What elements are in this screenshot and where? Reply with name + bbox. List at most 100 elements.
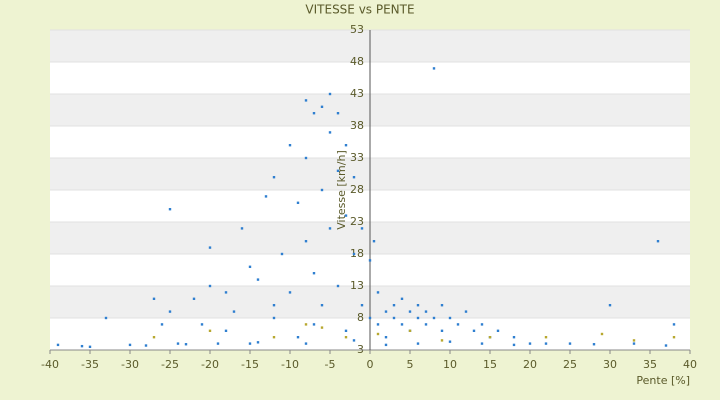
x-tick-label: 0 (367, 358, 374, 371)
point (512, 336, 516, 339)
point (200, 323, 204, 326)
point (336, 284, 340, 288)
point (632, 342, 636, 345)
point (344, 214, 348, 217)
point (304, 323, 308, 326)
point (472, 329, 476, 332)
point (272, 316, 276, 320)
point (344, 144, 348, 147)
point (448, 316, 452, 320)
x-tick-label: -35 (81, 358, 99, 371)
x-tick-label: -10 (281, 358, 299, 371)
point (384, 343, 388, 347)
point (368, 259, 372, 262)
x-tick-label: 20 (523, 358, 537, 371)
point (392, 304, 396, 307)
point (304, 156, 308, 160)
point (528, 342, 532, 345)
point (160, 323, 164, 326)
point (128, 343, 132, 347)
x-tick-label: -5 (325, 358, 336, 371)
x-tick-label: 25 (563, 358, 577, 371)
point (304, 240, 308, 243)
point (400, 323, 404, 326)
point (80, 344, 84, 348)
y-tick-label: 53 (350, 23, 364, 36)
point (304, 99, 308, 102)
point (544, 336, 548, 339)
point (512, 343, 516, 347)
point (424, 310, 428, 313)
point (448, 340, 452, 343)
point (328, 131, 332, 134)
point (664, 344, 668, 347)
point (288, 291, 292, 294)
point (288, 144, 292, 147)
point (416, 304, 420, 307)
point (440, 329, 444, 332)
point (400, 297, 404, 300)
y-tick-label: 23 (350, 215, 364, 228)
point (152, 336, 156, 339)
y-tick-label: 18 (350, 247, 364, 260)
point (496, 329, 500, 332)
point (432, 316, 436, 320)
x-tick-label: 30 (603, 358, 617, 371)
x-tick-label: 15 (483, 358, 497, 371)
point (320, 304, 324, 307)
point (376, 323, 380, 326)
point (480, 342, 484, 345)
point (352, 339, 356, 342)
point (672, 336, 676, 339)
point (608, 304, 612, 307)
x-tick-label: -20 (201, 358, 219, 371)
point (296, 336, 300, 339)
point (352, 252, 356, 256)
point (568, 342, 572, 345)
y-tick-label: 8 (357, 311, 364, 324)
point (216, 342, 220, 345)
point (320, 326, 324, 329)
point (176, 342, 180, 345)
point (328, 227, 332, 230)
y-tick-label: 13 (350, 279, 364, 292)
point (272, 176, 276, 179)
point (600, 332, 604, 336)
point (544, 342, 548, 345)
point (440, 304, 444, 307)
x-tick-label: 5 (407, 358, 414, 371)
point (312, 112, 316, 115)
point (56, 343, 60, 347)
point (392, 316, 396, 320)
point (88, 345, 92, 348)
point (408, 329, 412, 332)
point (224, 329, 228, 332)
point (168, 208, 172, 211)
y-tick-label: 28 (350, 183, 364, 196)
x-tick-label: 10 (443, 358, 457, 371)
point (416, 316, 420, 320)
point (248, 342, 252, 345)
point (360, 304, 364, 307)
point (432, 67, 436, 70)
y-tick-label: 38 (350, 119, 364, 132)
x-tick-label: -25 (161, 358, 179, 371)
y-axis-label: Vitesse [km/h] (335, 150, 348, 230)
x-tick-label: 35 (643, 358, 657, 371)
point (152, 297, 156, 300)
point (408, 310, 412, 313)
point (320, 188, 324, 192)
point (328, 92, 332, 96)
point (488, 336, 492, 339)
point (312, 272, 316, 275)
point (464, 310, 468, 313)
point (208, 284, 212, 288)
point (208, 246, 212, 249)
x-tick-label: -40 (41, 358, 59, 371)
point (184, 343, 188, 346)
point (344, 336, 348, 339)
point (336, 169, 340, 172)
point (372, 240, 376, 243)
point (336, 112, 340, 115)
